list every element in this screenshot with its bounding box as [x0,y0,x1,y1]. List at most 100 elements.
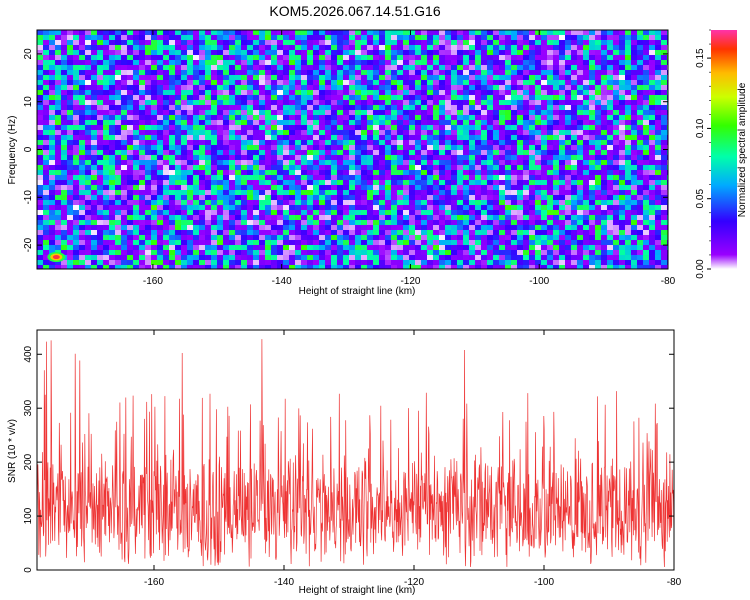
heatmap-cell [109,80,116,86]
heatmap-cell [313,210,320,216]
heatmap-cell [229,245,236,251]
heatmap-cell [361,160,368,166]
heatmap-cell [67,190,74,196]
heatmap-cell [349,105,356,111]
heatmap-cell [319,215,326,221]
heatmap-cell [487,110,494,116]
heatmap-cell [157,80,164,86]
heatmap-cell [133,95,140,101]
heatmap-cell [307,185,314,191]
heatmap-cell [79,225,86,231]
heatmap-cell [535,160,542,166]
heatmap-cell [595,120,602,126]
heatmap-cell [439,70,446,76]
heatmap-cell [433,210,440,216]
heatmap-cell [541,45,548,51]
heatmap-cell [211,130,218,136]
heatmap-cell [637,260,644,266]
heatmap-cell [571,180,578,186]
heatmap-cell [433,60,440,66]
heatmap-cell [193,80,200,86]
heatmap-cell [175,200,182,206]
heatmap-cell [289,215,296,221]
heatmap-cell [619,90,626,96]
heatmap-cell [175,135,182,141]
heatmap-cell [307,65,314,71]
heatmap-cell [295,115,302,121]
heatmap-cell [235,195,242,201]
heatmap-cell [643,205,650,211]
heatmap-cell [343,85,350,91]
heatmap-cell [157,30,164,36]
heatmap-cell [331,205,338,211]
heatmap-cell [637,205,644,211]
heatmap-cell [337,210,344,216]
heatmap-cell [595,50,602,56]
heatmap-cell [49,35,56,41]
heatmap-cell [589,40,596,46]
heatmap-cell [79,175,86,181]
heatmap-cell [559,210,566,216]
heatmap-cell [457,230,464,236]
figure: -160 -140 -120 -100 -80 -20-1001020 Height o… [0,0,750,600]
heatmap-cell [235,115,242,121]
heatmap-cell [463,260,470,266]
heatmap-cell [301,200,308,206]
heatmap-cell [655,205,662,211]
heatmap-cell [295,160,302,166]
heatmap-cell [259,160,266,166]
heatmap-cell [379,180,386,186]
heatmap-cell [103,40,110,46]
heatmap-cell [583,260,590,266]
heatmap-cell [547,170,554,176]
heatmap-cell [97,145,104,151]
heatmap-cell [331,80,338,86]
heatmap-cell [613,35,620,41]
heatmap-cell [103,50,110,56]
heatmap-cell [457,245,464,251]
heatmap-cell [109,265,116,271]
heatmap-cell [553,240,560,246]
heatmap-cell [403,60,410,66]
heatmap-cell [361,115,368,121]
heatmap-cell [403,140,410,146]
heatmap-cell [397,130,404,136]
heatmap-cell [91,250,98,256]
heatmap-cell [475,115,482,121]
heatmap-cell [289,190,296,196]
heatmap-cell [457,85,464,91]
heatmap-cell [127,225,134,231]
heatmap-cell [133,180,140,186]
heatmap-cell [637,50,644,56]
heatmap-cell [175,210,182,216]
heatmap-cell [553,110,560,116]
heatmap-cell [421,135,428,141]
heatmap-cell [97,160,104,166]
heatmap-cell [481,35,488,41]
heatmap-cell [301,45,308,51]
heatmap-cell [607,95,614,101]
heatmap-cell [499,195,506,201]
heatmap-cell [361,65,368,71]
heatmap-cell [97,185,104,191]
heatmap-cell [469,115,476,121]
heatmap-cell [289,205,296,211]
heatmap-cell [343,185,350,191]
heatmap-cell [217,85,224,91]
heatmap-cell [295,210,302,216]
heatmap-cell [343,80,350,86]
heatmap-cell [415,70,422,76]
heatmap-cell [643,30,650,36]
heatmap-cell [175,150,182,156]
heatmap-cell [469,260,476,266]
heatmap-cell [223,45,230,51]
heatmap-cell [451,35,458,41]
heatmap-cell [619,115,626,121]
heatmap-cell [247,230,254,236]
heatmap-cell [325,170,332,176]
heatmap-cell [571,30,578,36]
heatmap-cell [85,55,92,61]
heatmap-cell [91,150,98,156]
heatmap-cell [139,205,146,211]
heatmap-cell [373,210,380,216]
